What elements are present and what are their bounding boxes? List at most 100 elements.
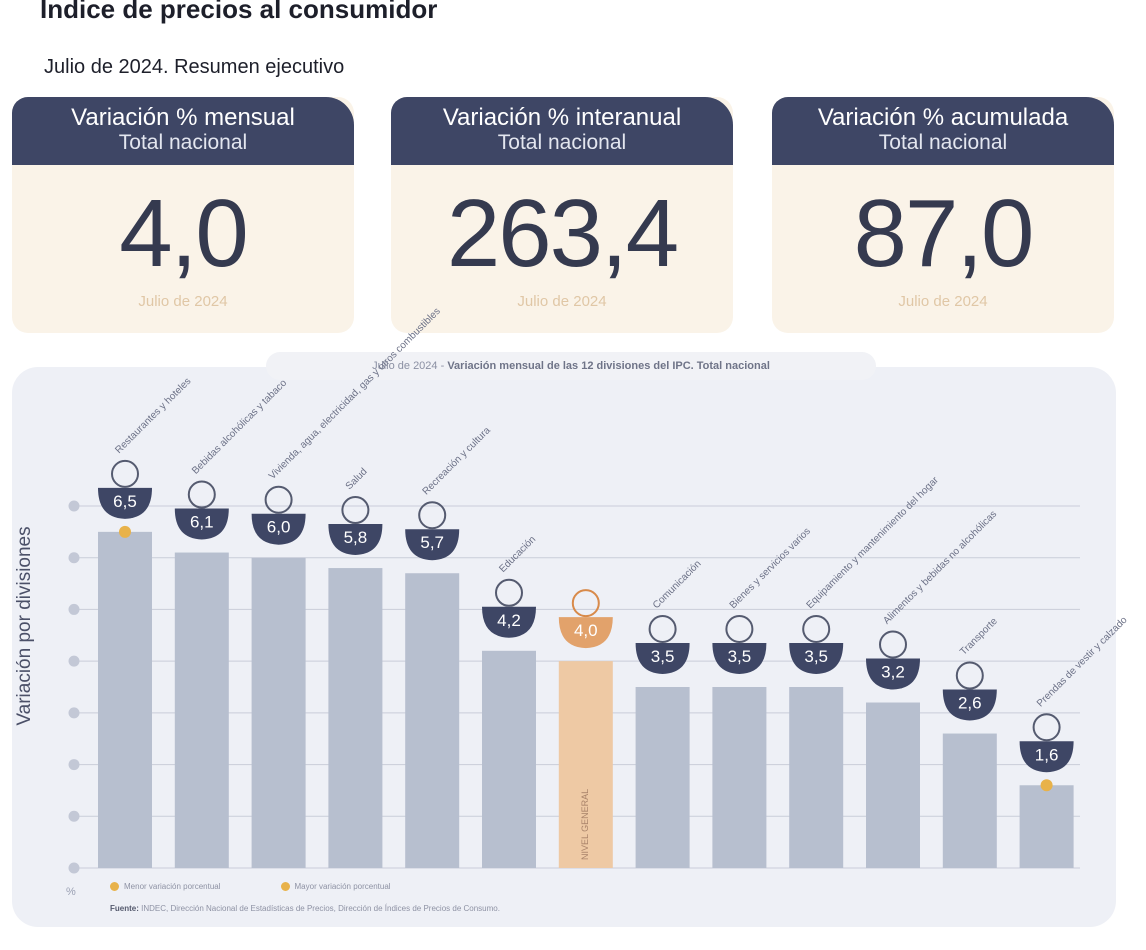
bar-value-label: 6,1 <box>190 513 214 532</box>
category-icon <box>264 485 293 514</box>
bar-value-label: 5,8 <box>344 528 368 547</box>
bar <box>482 650 536 868</box>
value-badge-icon <box>635 643 690 674</box>
value-badge-icon <box>712 643 767 674</box>
card-header: Variación % mensual Total nacional <box>12 97 354 165</box>
highlight-bar-label: NIVEL GENERAL <box>580 789 590 860</box>
chart-title: Variación mensual de las 12 divisiones d… <box>447 360 770 372</box>
bar-value-label: 4,2 <box>497 611 521 630</box>
bar <box>251 557 306 868</box>
bar <box>942 733 997 868</box>
y-tick-dot <box>68 552 80 564</box>
category-label: Recreación y cultura <box>421 425 494 498</box>
bar <box>712 687 767 868</box>
category-label: Transporte <box>958 616 1000 658</box>
category-label: Vivienda, agua, electricidad, gas y otro… <box>267 306 443 482</box>
bar-value-label: 1,6 <box>1035 745 1059 764</box>
category-label: Comunicación <box>651 559 704 612</box>
bar <box>174 552 229 868</box>
page-subtitle: Julio de 2024. Resumen ejecutivo <box>44 56 345 78</box>
card-value: 263,4 <box>446 180 679 287</box>
category-icon <box>341 496 370 525</box>
source-label: Fuente: <box>110 904 139 913</box>
legend-min-marker-icon <box>110 882 119 892</box>
value-badge-icon <box>405 529 460 561</box>
card-value: 87,0 <box>853 180 1035 287</box>
bar-value-label: 5,7 <box>420 533 444 552</box>
y-tick-dot <box>68 810 80 822</box>
extreme-marker-icon <box>1040 779 1053 792</box>
extreme-marker-icon <box>119 525 131 538</box>
value-badge-icon <box>174 508 229 540</box>
legend-max-marker-icon <box>280 882 290 892</box>
legend-max: Mayor variación porcentual <box>280 882 391 892</box>
card-value: 4,0 <box>119 180 248 287</box>
value-badge-icon <box>942 689 997 721</box>
card-monthly-variation: Variación % mensual Total nacional 4,0 J… <box>12 97 354 333</box>
category-label: Bebidas alcohólicas y tabaco <box>190 377 289 476</box>
category-icon <box>571 589 600 618</box>
bar <box>98 531 152 868</box>
card-date: Julio de 2024 <box>517 293 607 310</box>
category-icon <box>879 630 907 659</box>
category-label: Prendas de vestir y calzado <box>1035 614 1130 709</box>
value-badge-icon <box>558 617 613 649</box>
category-icon <box>648 615 677 643</box>
card-subtitle: Total nacional <box>497 131 627 154</box>
card-date: Julio de 2024 <box>138 293 228 310</box>
value-badge-icon <box>789 643 844 674</box>
category-label: Educación <box>497 534 538 575</box>
legend-max-label: Mayor variación porcentual <box>294 882 391 891</box>
bar-value-label: 4,0 <box>574 621 598 640</box>
y-axis-unit: % <box>66 886 76 898</box>
value-badge-icon <box>98 487 152 519</box>
bar-value-label: 6,5 <box>113 492 137 511</box>
card-title: Variación % mensual <box>71 104 295 131</box>
y-tick-dot <box>68 862 80 874</box>
category-icon <box>955 661 984 690</box>
value-badge-icon <box>1019 741 1074 773</box>
category-icon <box>187 480 216 509</box>
bar <box>866 702 920 868</box>
legend-min-label: Menor variación porcentual <box>124 882 221 891</box>
category-icon <box>495 578 523 607</box>
y-tick-dot <box>68 707 80 719</box>
card-cumulative-variation: Variación % acumulada Total nacional 87,… <box>772 97 1114 333</box>
page-title: Indice de precios al consumidor <box>40 0 438 24</box>
bar-value-label: 3,5 <box>804 647 828 666</box>
bar-value-label: 3,5 <box>728 647 752 666</box>
bar <box>558 661 613 868</box>
value-badge-icon <box>328 524 383 556</box>
bar <box>328 568 383 868</box>
bar <box>789 687 844 868</box>
y-tick-dot <box>68 655 80 667</box>
value-badge-icon <box>866 658 920 690</box>
card-subtitle: Total nacional <box>878 131 1008 154</box>
source-text: INDEC, Dirección Nacional de Estadística… <box>141 904 500 913</box>
category-label: Salud <box>344 466 370 492</box>
card-title: Variación % interanual <box>442 104 682 131</box>
chart-legend: Menor variación porcentual Mayor variaci… <box>110 882 391 892</box>
category-icon <box>418 501 447 530</box>
value-badge-icon <box>251 513 306 545</box>
chart-caption: Julio de 2024 - Variación mensual de las… <box>266 352 876 380</box>
bar <box>405 573 460 868</box>
bar-value-label: 2,6 <box>958 694 982 713</box>
bar-value-label: 3,5 <box>651 647 675 666</box>
source-note: Fuente: INDEC, Dirección Nacional de Est… <box>110 904 500 913</box>
bar <box>1019 785 1074 868</box>
bar-value-label: 3,2 <box>881 663 905 682</box>
card-subtitle: Total nacional <box>118 131 248 154</box>
card-title: Variación % acumulada <box>817 104 1069 131</box>
category-icon <box>1032 713 1061 742</box>
card-header: Variación % interanual Total nacional <box>391 97 733 165</box>
chart-caption-date: Julio de 2024 <box>372 360 438 372</box>
bar <box>635 687 690 868</box>
category-icon <box>111 459 139 488</box>
category-label: Bienes y servicios varios <box>728 526 813 611</box>
legend-min: Menor variación porcentual <box>110 882 221 892</box>
category-label: Restaurantes y hoteles <box>113 376 193 456</box>
y-tick-dot <box>68 759 80 771</box>
card-header: Variación % acumulada Total nacional <box>772 97 1114 165</box>
